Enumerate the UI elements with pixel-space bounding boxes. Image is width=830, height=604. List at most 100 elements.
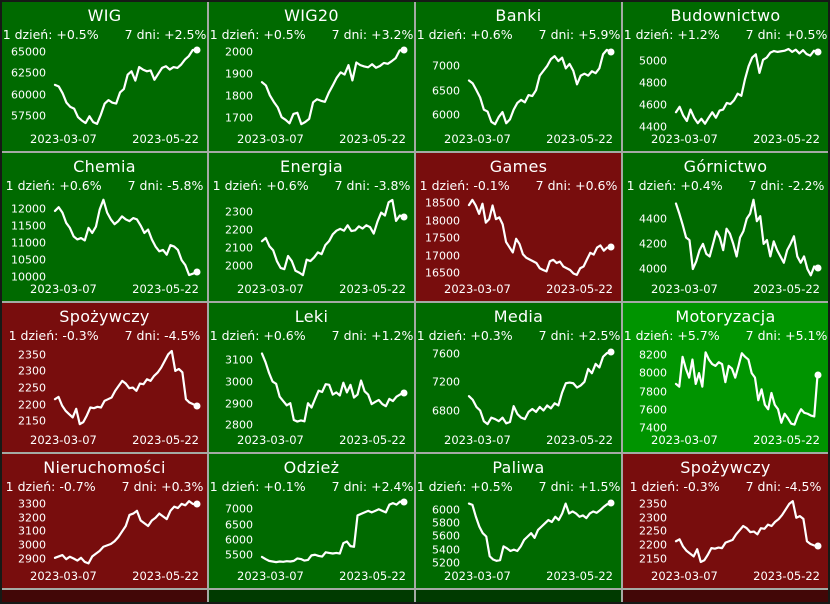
week-change-value: +2.4%: [371, 478, 414, 494]
y-tick-label: 2200: [639, 538, 667, 552]
y-tick-label: 6500: [432, 84, 460, 98]
y-tick-label: 7400: [639, 421, 667, 435]
index-title: Paliwa: [492, 457, 545, 477]
day-change-value: +0.5%: [56, 27, 99, 43]
week-change-label: 7 dni:: [745, 328, 782, 344]
index-title: Odzież: [283, 457, 340, 477]
chart-area: [673, 45, 822, 128]
week-change-label: 7 dni:: [748, 177, 785, 193]
y-tick-label: 2300: [639, 511, 667, 525]
y-tick-label: 16500: [425, 266, 460, 280]
day-change-label: 1 dzień:: [5, 177, 56, 193]
y-tick-label: 2000: [225, 45, 253, 59]
end-date-label: 2023-05-22: [753, 282, 820, 296]
day-change-label: 1 dzień:: [209, 27, 260, 43]
line-chart: 2900 3000 3100 3200 3300: [8, 497, 201, 566]
x-axis-labels: 2023-03-07 2023-05-22: [629, 566, 822, 586]
x-axis-labels: 2023-03-07 2023-05-22: [8, 566, 201, 586]
y-tick-label: 3300: [18, 497, 46, 511]
week-change-label: 7 dni:: [121, 478, 158, 494]
week-change-value: -2.2%: [788, 177, 825, 193]
index-title: Spożywczy: [59, 307, 150, 326]
y-tick-label: 2100: [225, 241, 253, 255]
day-change-value: +5.7%: [677, 328, 720, 344]
price-line: [55, 200, 197, 275]
end-date-label: 2023-05-22: [339, 569, 406, 583]
y-tick-label: 7200: [432, 375, 460, 389]
y-tick-label: 18000: [425, 214, 460, 228]
week-change-label: 7 dni:: [331, 27, 368, 43]
index-title: Chemia: [73, 156, 136, 176]
line-chart: 6800 7200 7600: [422, 346, 615, 429]
y-tick-label: 6500: [225, 518, 253, 532]
day-change-label: 1 dzień:: [8, 328, 59, 344]
last-point-marker: [607, 499, 615, 507]
chart-area: [673, 497, 822, 566]
y-tick-label: 8200: [639, 348, 667, 362]
line-chart: 1700 1800 1900 2000: [215, 45, 408, 128]
day-change-value: -0.1%: [473, 177, 510, 193]
chart-area: [466, 196, 615, 279]
week-change-label: 7 dni:: [538, 478, 575, 494]
y-tick-label: 4600: [639, 98, 667, 112]
chart-area: [52, 497, 201, 566]
y-tick-label: 3100: [225, 353, 253, 367]
price-line: [262, 354, 404, 422]
y-tick-label: 7000: [432, 59, 460, 73]
index-title: Energia: [280, 156, 343, 176]
index-stats: 1 dzień: +0.6% 7 dni: +1.2%: [210, 328, 414, 343]
tile-spozywczy-1: Spożywczy 1 dzień: -0.3% 7 dni: -4.5% 21…: [2, 303, 207, 452]
day-change-label: 1 dzień:: [626, 177, 677, 193]
chart-area: [466, 346, 615, 429]
price-line: [469, 50, 611, 124]
day-change-value: +0.4%: [680, 177, 723, 193]
index-title: WIG: [87, 6, 122, 25]
index-stats: 1 dzień: +0.6% 7 dni: +5.9%: [417, 27, 621, 42]
y-tick-label: 11000: [11, 236, 46, 250]
end-date-label: 2023-05-22: [132, 282, 199, 296]
week-change-label: 7 dni:: [127, 177, 164, 193]
price-line: [469, 503, 611, 560]
day-change-label: 1 dzień:: [416, 478, 467, 494]
y-tick-label: 2900: [225, 397, 253, 411]
y-tick-label: 2150: [18, 414, 46, 428]
day-change-value: +0.6%: [266, 177, 309, 193]
y-axis: 2000 2100 2200 2300: [215, 196, 259, 279]
end-date-label: 2023-05-22: [546, 131, 613, 146]
chart-area: [52, 45, 201, 128]
chart-area: [673, 346, 822, 429]
x-axis-labels: 2023-03-07 2023-05-22: [215, 279, 408, 299]
index-title: Leki: [294, 307, 329, 326]
last-point-marker: [607, 348, 615, 356]
y-tick-label: 7000: [225, 502, 253, 516]
end-date-label: 2023-05-22: [339, 432, 406, 447]
y-axis: 6000 6500 7000: [422, 45, 466, 128]
index-title: Spożywczy: [680, 457, 771, 477]
x-axis-labels: 2023-03-07 2023-05-22: [215, 566, 408, 586]
line-chart: 5200 5400 5600 5800 6000: [422, 497, 615, 570]
y-tick-label: 2300: [18, 364, 46, 378]
week-change-value: +1.5%: [578, 478, 621, 494]
y-tick-label: 6000: [225, 533, 253, 547]
start-date-label: 2023-03-07: [30, 131, 97, 146]
start-date-label: 2023-03-07: [651, 131, 718, 146]
y-tick-label: 2300: [225, 205, 253, 219]
x-axis-labels: 2023-03-07 2023-05-22: [422, 279, 615, 299]
day-change-value: +0.3%: [470, 328, 513, 344]
start-date-label: 2023-03-07: [651, 569, 718, 583]
y-tick-label: 3000: [225, 375, 253, 389]
y-tick-label: 1800: [225, 89, 253, 103]
index-title: Media: [493, 307, 544, 326]
week-change-value: +0.6%: [575, 177, 618, 193]
y-axis: 5200 5400 5600 5800 6000: [422, 497, 466, 570]
price-line: [55, 351, 197, 424]
y-tick-label: 65000: [11, 45, 46, 59]
start-date-label: 2023-03-07: [651, 432, 718, 447]
index-title: WIG20: [284, 6, 339, 25]
y-axis: 5500 6000 6500 7000: [215, 497, 259, 566]
day-change-label: 1 dzień:: [623, 27, 674, 43]
week-change-label: 7 dni:: [538, 328, 575, 344]
index-title: Górnictwo: [683, 156, 768, 176]
index-title: Budownictwo: [670, 6, 781, 25]
index-stats: 1 dzień: +5.7% 7 dni: +5.1%: [624, 328, 828, 344]
